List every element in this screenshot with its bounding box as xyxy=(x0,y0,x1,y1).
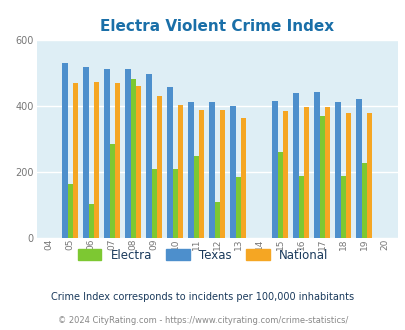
Bar xyxy=(366,113,371,238)
Bar xyxy=(83,67,88,238)
Bar xyxy=(62,63,67,238)
Bar xyxy=(130,79,135,238)
Bar xyxy=(104,69,109,238)
Bar xyxy=(313,92,319,238)
Bar xyxy=(109,144,115,238)
Bar xyxy=(298,176,303,238)
Bar xyxy=(209,102,214,238)
Bar xyxy=(172,169,177,238)
Bar xyxy=(219,110,224,238)
Bar xyxy=(72,82,78,238)
Bar xyxy=(235,177,240,238)
Bar xyxy=(345,113,350,238)
Bar xyxy=(230,106,235,238)
Bar xyxy=(340,176,345,238)
Bar xyxy=(214,202,219,238)
Bar xyxy=(198,110,204,238)
Bar xyxy=(115,83,120,238)
Title: Electra Violent Crime Index: Electra Violent Crime Index xyxy=(100,19,333,34)
Bar xyxy=(277,152,282,238)
Bar xyxy=(67,184,72,238)
Legend: Electra, Texas, National: Electra, Texas, National xyxy=(72,244,333,266)
Bar xyxy=(361,163,366,238)
Text: Crime Index corresponds to incidents per 100,000 inhabitants: Crime Index corresponds to incidents per… xyxy=(51,292,354,302)
Bar xyxy=(167,87,172,238)
Bar xyxy=(193,156,198,238)
Bar xyxy=(303,107,308,238)
Bar xyxy=(319,115,324,238)
Bar xyxy=(335,102,340,238)
Bar xyxy=(188,102,193,238)
Bar xyxy=(282,111,288,238)
Bar xyxy=(135,86,141,238)
Bar xyxy=(177,105,183,238)
Text: © 2024 CityRating.com - https://www.cityrating.com/crime-statistics/: © 2024 CityRating.com - https://www.city… xyxy=(58,315,347,325)
Bar xyxy=(151,169,156,238)
Bar xyxy=(293,93,298,238)
Bar xyxy=(88,204,94,238)
Bar xyxy=(156,96,162,238)
Bar xyxy=(240,118,245,238)
Bar xyxy=(272,101,277,238)
Bar xyxy=(146,74,151,238)
Bar xyxy=(94,82,99,238)
Bar xyxy=(324,107,329,238)
Bar xyxy=(125,69,130,238)
Bar xyxy=(356,99,361,238)
